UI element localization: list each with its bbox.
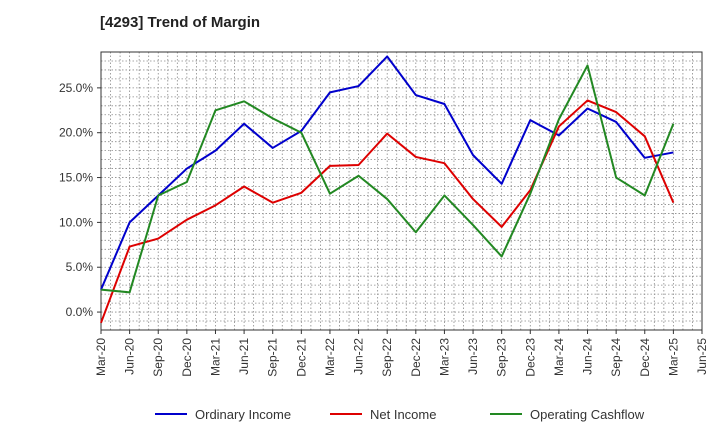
series-line-net-income bbox=[100, 99, 675, 324]
y-tick-label: 25.0% bbox=[59, 81, 93, 95]
y-tick-label: 5.0% bbox=[66, 260, 94, 274]
plot-frame bbox=[100, 51, 703, 331]
x-tick-label: Dec-22 bbox=[409, 338, 423, 377]
x-tick-label: Jun-25 bbox=[695, 338, 709, 375]
x-tick-label: Dec-24 bbox=[638, 338, 652, 377]
x-tick-label: Dec-21 bbox=[294, 338, 308, 377]
x-tick-label: Mar-25 bbox=[666, 338, 680, 376]
legend: Ordinary Income Net Income Operating Cashf… bbox=[155, 407, 645, 422]
series-layer bbox=[100, 55, 675, 324]
axis-layer: 0.0% 5.0% 10.0% 15.0% 20.0% 25.0% Mar-20 Jun-20… bbox=[59, 51, 709, 377]
chart-title: [4293] Trend of Margin bbox=[100, 14, 261, 31]
series-line-ordinary-income bbox=[100, 55, 674, 291]
x-tick-label: Dec-20 bbox=[180, 338, 194, 377]
x-tick-label: Jun-20 bbox=[123, 338, 137, 375]
y-tick-label: 10.0% bbox=[59, 215, 93, 229]
x-tick-label: Sep-21 bbox=[266, 338, 280, 377]
grid-layer bbox=[100, 51, 703, 331]
x-tick-label: Jun-24 bbox=[581, 338, 595, 375]
y-tick-label: 0.0% bbox=[66, 305, 94, 319]
legend-label-operating-cashflow: Operating Cashflow bbox=[530, 407, 645, 422]
x-tick-label: Sep-22 bbox=[380, 338, 394, 377]
x-tick-label: Jun-23 bbox=[466, 338, 480, 375]
x-tick-label: Mar-23 bbox=[437, 338, 451, 376]
x-tick-label: Sep-23 bbox=[495, 338, 509, 377]
y-tick-label: 15.0% bbox=[59, 171, 93, 185]
legend-label-net-income: Net Income bbox=[370, 407, 436, 422]
x-tick-label: Jun-22 bbox=[352, 338, 366, 375]
x-tick-label: Mar-20 bbox=[94, 338, 108, 376]
x-tick-label: Mar-21 bbox=[208, 338, 222, 376]
x-tick-label: Sep-20 bbox=[151, 338, 165, 377]
legend-label-ordinary-income: Ordinary Income bbox=[195, 407, 291, 422]
x-tick-label: Mar-22 bbox=[323, 338, 337, 376]
x-tick-label: Jun-21 bbox=[237, 338, 251, 375]
x-tick-label: Sep-24 bbox=[609, 338, 623, 377]
x-tick-label: Mar-24 bbox=[552, 338, 566, 376]
y-tick-label: 20.0% bbox=[59, 126, 93, 140]
x-tick-label: Dec-23 bbox=[523, 338, 537, 377]
series-line-operating-cashflow bbox=[100, 64, 675, 294]
